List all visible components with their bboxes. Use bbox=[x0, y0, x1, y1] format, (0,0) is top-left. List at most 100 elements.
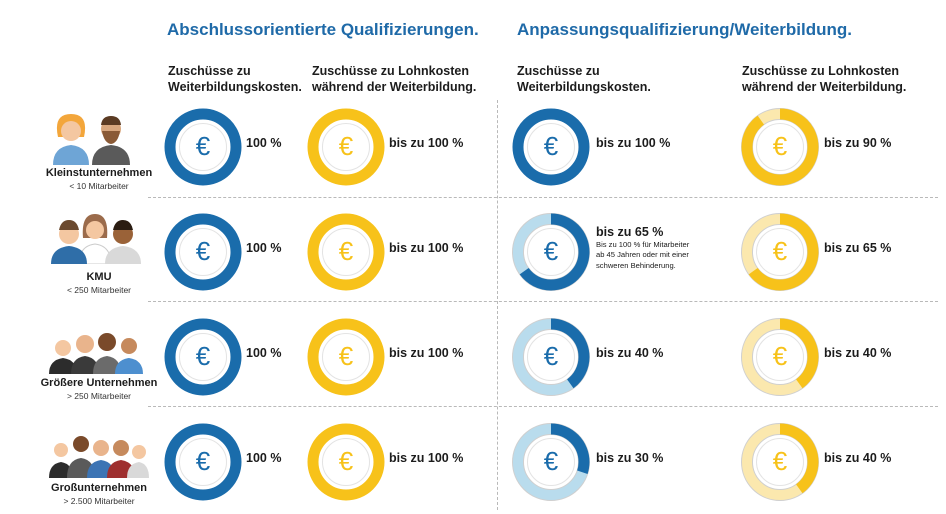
euro-icon: € bbox=[772, 446, 788, 476]
donut-ring: € bbox=[306, 317, 386, 397]
company-size: < 250 Mitarbeiter bbox=[66, 285, 132, 295]
donut-center bbox=[179, 123, 227, 171]
value-label: bis zu 40 % bbox=[596, 346, 664, 360]
company-name: Großunternehmen bbox=[51, 482, 147, 494]
people-illustration-enterprise bbox=[49, 422, 149, 478]
column-header-line1: Zuschüsse zu bbox=[168, 64, 251, 78]
people-illustration-small bbox=[49, 109, 149, 165]
column-header-line1: Zuschüsse zu Lohnkosten bbox=[742, 64, 899, 78]
donut-ring: € bbox=[163, 212, 243, 292]
value-label: bis zu 30 % bbox=[596, 451, 664, 465]
donut-center bbox=[756, 333, 804, 381]
donut-value-arc bbox=[512, 213, 590, 291]
donut-center bbox=[756, 228, 804, 276]
donut-ring: € bbox=[306, 212, 386, 292]
value-label: bis zu 100 % bbox=[389, 241, 464, 255]
donut-center bbox=[322, 438, 370, 486]
euro-icon: € bbox=[195, 131, 211, 161]
euro-icon: € bbox=[772, 236, 788, 266]
donut-center bbox=[527, 333, 575, 381]
donut-value-arc bbox=[512, 318, 590, 396]
euro-icon: € bbox=[772, 341, 788, 371]
euro-icon: € bbox=[543, 446, 559, 476]
euro-icon: € bbox=[195, 341, 211, 371]
donut-ring: € bbox=[511, 317, 591, 397]
column-header-line1: Zuschüsse zu Lohnkosten bbox=[312, 64, 469, 78]
donut-ring: € bbox=[306, 422, 386, 502]
donut-center bbox=[179, 228, 227, 276]
euro-icon: € bbox=[543, 341, 559, 371]
section-title-anpassung: Anpassungsqualifizierung/Weiterbildung. bbox=[517, 20, 852, 39]
donut-track bbox=[307, 318, 385, 396]
value-label: bis zu 100 % bbox=[389, 136, 464, 150]
donut-ring: € bbox=[163, 422, 243, 502]
company-name: Größere Unternehmen bbox=[40, 377, 158, 389]
donut-track bbox=[164, 318, 242, 396]
donut-ring: € bbox=[511, 422, 591, 502]
donut-center bbox=[527, 438, 575, 486]
value-label: 100 % bbox=[246, 451, 282, 465]
column-header-line2: während der Weiterbildung. bbox=[312, 80, 477, 94]
donut-ring: € bbox=[163, 317, 243, 397]
donut-ring: € bbox=[163, 107, 243, 187]
donut-ring: € bbox=[511, 212, 591, 292]
kmu-note: Bis zu 100 % für Mitarbeiter ab 45 Jahre… bbox=[596, 240, 726, 271]
column-header-4: Zuschüsse zu Lohnkosten während der Weit… bbox=[742, 63, 906, 95]
company-size: > 2.500 Mitarbeiter bbox=[63, 496, 135, 506]
people-illustration-large bbox=[49, 318, 149, 374]
section-divider bbox=[497, 100, 498, 510]
donut-ring: € bbox=[740, 317, 820, 397]
donut-value-arc bbox=[741, 213, 819, 291]
donut-track bbox=[307, 108, 385, 186]
column-header-line1: Zuschüsse zu bbox=[517, 64, 600, 78]
donut-value-arc bbox=[741, 423, 819, 501]
company-name: Kleinstunternehmen bbox=[45, 167, 153, 179]
donut-center bbox=[322, 333, 370, 381]
value-label: bis zu 100 % bbox=[596, 136, 671, 150]
donut-center bbox=[756, 438, 804, 486]
value-label: bis zu 100 % bbox=[389, 451, 464, 465]
value-label: 100 % bbox=[246, 241, 282, 255]
value-label: bis zu 90 % bbox=[824, 136, 892, 150]
donut-track bbox=[164, 423, 242, 501]
note-line: Bis zu 100 % für Mitarbeiter bbox=[596, 240, 690, 249]
donut-center bbox=[527, 123, 575, 171]
euro-icon: € bbox=[543, 131, 559, 161]
value-label: 100 % bbox=[246, 346, 282, 360]
column-header-line2: Weiterbildungskosten. bbox=[168, 80, 302, 94]
euro-icon: € bbox=[338, 236, 354, 266]
euro-icon: € bbox=[772, 131, 788, 161]
donut-ring: € bbox=[306, 107, 386, 187]
value-label: bis zu 40 % bbox=[824, 451, 892, 465]
donut-ring: € bbox=[511, 107, 591, 187]
row-divider bbox=[148, 197, 938, 198]
row-divider bbox=[148, 301, 938, 302]
donut-ring: € bbox=[740, 422, 820, 502]
donut-center bbox=[527, 228, 575, 276]
company-size: > 250 Mitarbeiter bbox=[66, 391, 132, 401]
value-label: 100 % bbox=[246, 136, 282, 150]
euro-icon: € bbox=[338, 131, 354, 161]
value-label: bis zu 65 % bbox=[824, 241, 892, 255]
people-illustration-kmu bbox=[49, 208, 149, 265]
value-label: bis zu 40 % bbox=[824, 346, 892, 360]
value-label: bis zu 100 % bbox=[389, 346, 464, 360]
donut-track bbox=[164, 108, 242, 186]
donut-track bbox=[512, 108, 590, 186]
row-divider bbox=[148, 406, 938, 407]
euro-icon: € bbox=[338, 341, 354, 371]
donut-center bbox=[322, 123, 370, 171]
donut-center bbox=[179, 438, 227, 486]
column-header-line2: während der Weiterbildung. bbox=[742, 80, 907, 94]
donut-ring: € bbox=[740, 212, 820, 292]
donut-value-arc bbox=[512, 423, 590, 501]
column-header-line2: Weiterbildungskosten. bbox=[517, 80, 651, 94]
euro-icon: € bbox=[195, 236, 211, 266]
value-label: bis zu 65 % bbox=[596, 225, 664, 239]
company-name: KMU bbox=[86, 271, 112, 283]
column-header-2: Zuschüsse zu Lohnkosten während der Weit… bbox=[312, 63, 476, 95]
donut-center bbox=[179, 333, 227, 381]
euro-icon: € bbox=[338, 446, 354, 476]
donut-value-arc bbox=[741, 318, 819, 396]
